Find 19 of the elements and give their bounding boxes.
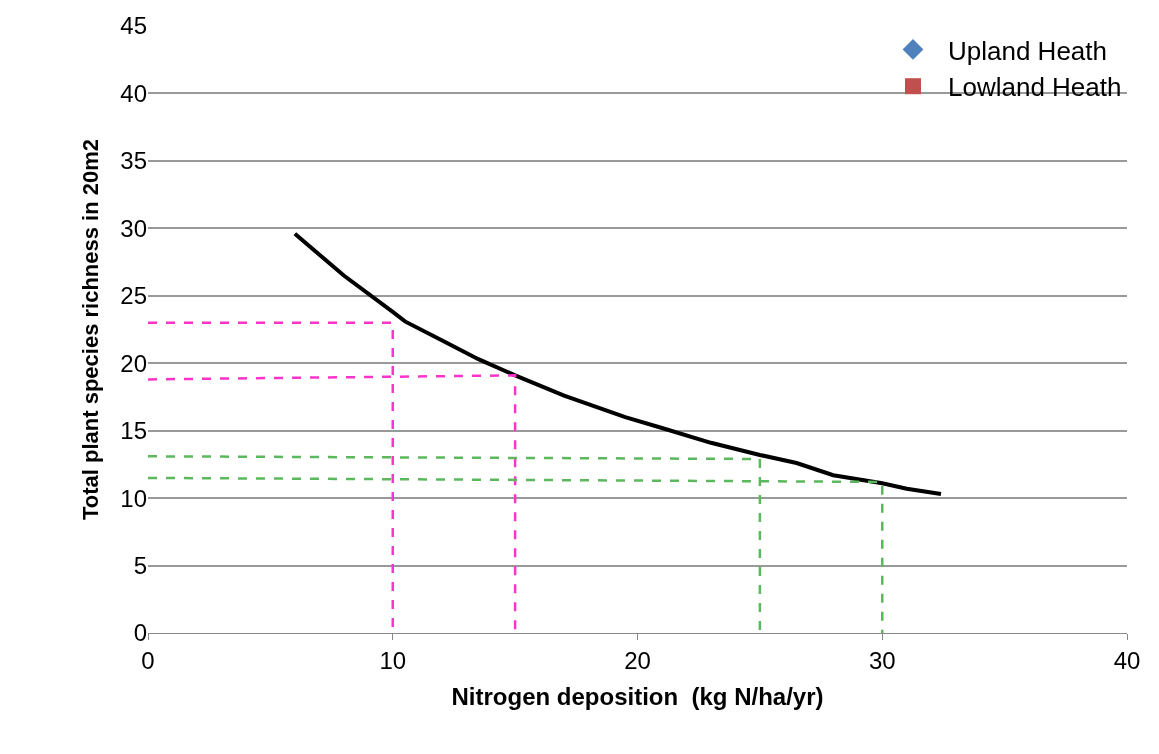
legend-label: Upland Heath bbox=[948, 35, 1107, 66]
line-series bbox=[292, 231, 943, 497]
x-tick-label: 10 bbox=[379, 646, 407, 674]
y-tick-label: 0 bbox=[133, 619, 147, 647]
y-tick-label: 45 bbox=[120, 12, 147, 40]
legend-label: Lowland Heath bbox=[948, 72, 1122, 103]
y-axis-title: Total plant species richness in 20m2 bbox=[78, 138, 104, 521]
x-tick-label: 20 bbox=[624, 646, 651, 674]
y-tick-label: 10 bbox=[120, 484, 147, 512]
y-tick-label: 30 bbox=[120, 214, 147, 242]
y-tick-label: 40 bbox=[120, 79, 147, 107]
y-tick-label: 35 bbox=[120, 147, 147, 175]
y-tick-label: 5 bbox=[133, 551, 147, 579]
x-tick-label: 30 bbox=[868, 646, 896, 674]
x-tick-label: 40 bbox=[1113, 646, 1141, 674]
x-axis-title: Nitrogen deposition (kg N/ha/yr) bbox=[451, 683, 824, 711]
y-tick-label: 20 bbox=[120, 349, 147, 377]
y-tick-label: 15 bbox=[120, 417, 147, 445]
y-tick-label: 25 bbox=[120, 282, 147, 310]
